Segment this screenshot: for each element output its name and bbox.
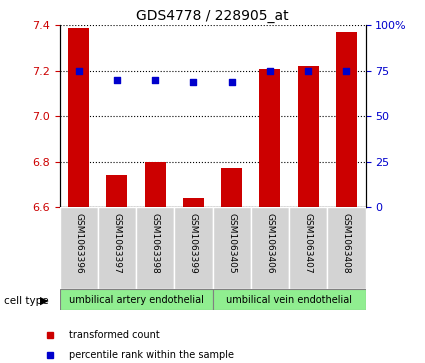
Bar (259, 69, 280, 207)
Bar (106, 175, 128, 207)
FancyBboxPatch shape (212, 207, 251, 289)
Text: umbilical vein endothelial: umbilical vein endothelial (226, 295, 352, 305)
FancyBboxPatch shape (174, 207, 212, 289)
FancyBboxPatch shape (60, 207, 98, 289)
Point (152, 77, 159, 83)
Point (228, 79, 235, 85)
Bar (144, 162, 166, 207)
Text: percentile rank within the sample: percentile rank within the sample (69, 350, 234, 360)
Text: umbilical artery endothelial: umbilical artery endothelial (68, 295, 204, 305)
Bar (183, 198, 204, 207)
FancyBboxPatch shape (289, 207, 327, 289)
Text: GSM1063397: GSM1063397 (112, 213, 122, 273)
Text: GSM1063407: GSM1063407 (303, 213, 313, 273)
FancyBboxPatch shape (251, 207, 289, 289)
Bar (221, 168, 242, 207)
Text: ▶: ▶ (40, 295, 49, 306)
Bar (68, 28, 89, 207)
Text: cell type: cell type (4, 295, 49, 306)
FancyBboxPatch shape (136, 207, 174, 289)
Bar (298, 66, 319, 207)
Text: GSM1063406: GSM1063406 (265, 213, 275, 273)
Point (190, 79, 197, 85)
Text: GSM1063396: GSM1063396 (74, 213, 83, 273)
FancyBboxPatch shape (98, 207, 136, 289)
FancyBboxPatch shape (327, 207, 366, 289)
Point (113, 77, 120, 83)
Title: GDS4778 / 228905_at: GDS4778 / 228905_at (136, 9, 289, 23)
Text: GSM1063405: GSM1063405 (227, 213, 236, 273)
Text: GSM1063398: GSM1063398 (150, 213, 160, 273)
Point (75, 68, 82, 74)
Text: GSM1063408: GSM1063408 (342, 213, 351, 273)
Text: GSM1063399: GSM1063399 (189, 213, 198, 273)
FancyBboxPatch shape (60, 289, 212, 310)
Point (305, 68, 312, 74)
Text: transformed count: transformed count (69, 330, 159, 340)
Point (343, 68, 350, 74)
Point (266, 68, 273, 74)
FancyBboxPatch shape (212, 289, 366, 310)
Bar (336, 32, 357, 207)
